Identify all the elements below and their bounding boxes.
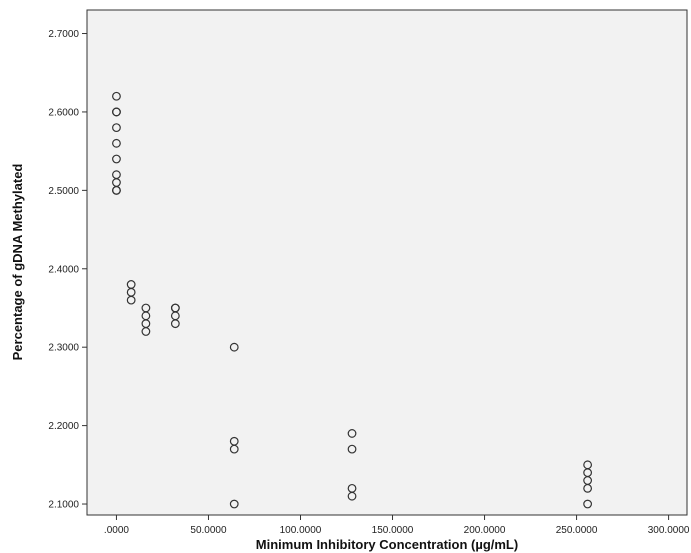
y-tick-label: 2.1000 (48, 500, 79, 511)
data-point (112, 185, 121, 195)
y-tick-label: 2.5000 (48, 186, 79, 197)
x-tick-label: 250.0000 (556, 525, 598, 536)
data-point (583, 483, 593, 493)
x-tick-label: 50.0000 (190, 525, 227, 536)
x-tick-label: 300.0000 (648, 525, 690, 536)
data-point (112, 123, 121, 133)
y-tick-label: 2.7000 (48, 29, 79, 40)
data-point (347, 444, 357, 454)
data-points (112, 91, 593, 509)
data-point (229, 499, 239, 509)
x-tick-label: 200.0000 (464, 525, 506, 536)
x-tick-label: 100.0000 (280, 525, 322, 536)
y-tick-label: 2.2000 (48, 421, 79, 432)
data-point (229, 444, 239, 454)
y-tick-label: 2.3000 (48, 343, 79, 354)
x-axis-title: Minimum Inhibitory Concentration (µg/mL) (256, 537, 518, 552)
plot-area (86, 9, 688, 516)
y-axis: 2.1000 2.2000 2.3000 2.4000 2.5000 2.6000 2.70… (48, 29, 87, 511)
data-point (170, 319, 180, 329)
data-point (112, 154, 121, 164)
data-point (347, 491, 357, 501)
y-axis-title: Percentage of gDNA Methylated (10, 164, 25, 361)
x-tick-label: 150.0000 (372, 525, 414, 536)
data-point (112, 91, 121, 101)
data-point (112, 138, 121, 148)
y-tick-label: 2.4000 (48, 264, 79, 275)
y-tick-label: 2.6000 (48, 107, 79, 118)
data-point (141, 327, 151, 336)
data-point (347, 429, 357, 438)
data-point (126, 295, 136, 305)
data-point (583, 499, 593, 509)
x-axis: .0000 50.0000 100.0000 150.0000 200.0000 250.… (104, 515, 690, 536)
data-point (229, 342, 239, 352)
x-tick-label: .0000 (104, 525, 129, 536)
data-point (112, 107, 121, 117)
